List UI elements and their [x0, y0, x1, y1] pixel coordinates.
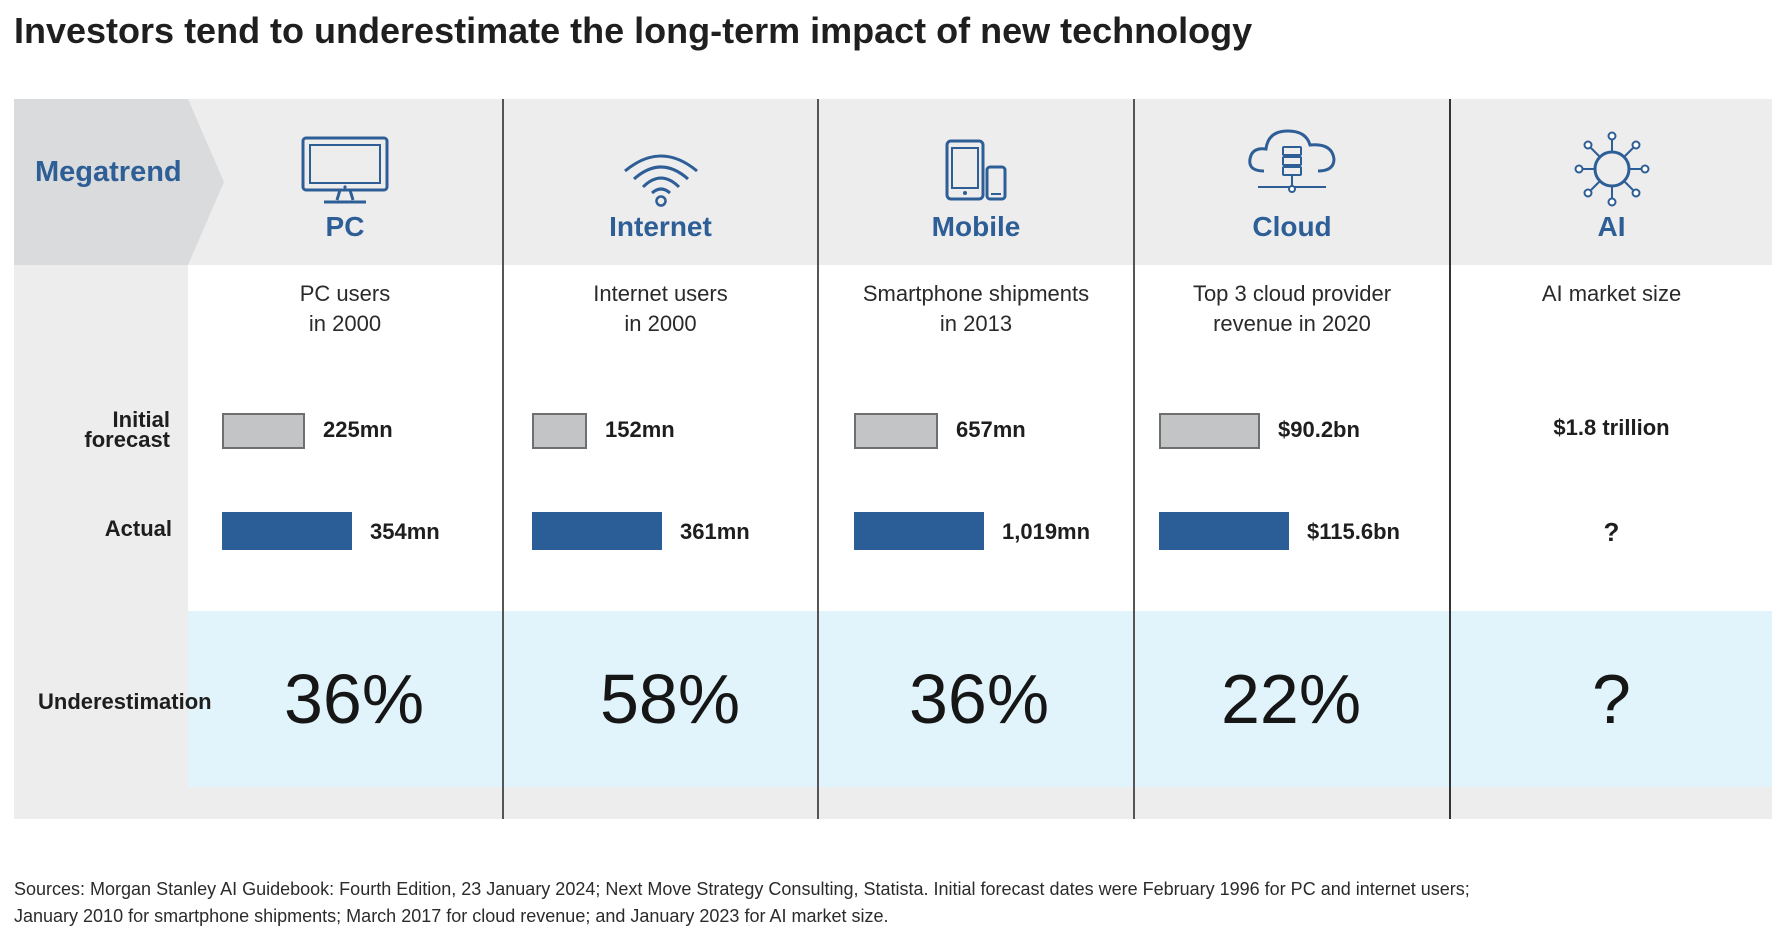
metric-line1: AI market size: [1541, 281, 1682, 306]
actual-label: Actual: [104, 516, 172, 541]
chart-title: Investors tend to underestimate the long…: [14, 10, 1253, 51]
actual-bar: [532, 512, 662, 550]
initial-forecast-label: Initial forecast: [44, 407, 170, 452]
initial-forecast-value: 152mn: [605, 417, 675, 442]
actual-value: ?: [1603, 517, 1620, 547]
underestimation-value: ?: [1592, 660, 1631, 738]
metric-line2: revenue in 2020: [1213, 311, 1371, 336]
megatrend-label: Megatrend: [35, 156, 182, 188]
megatrend-arrow: [14, 99, 224, 265]
underestimation-value: 36%: [909, 660, 1050, 738]
sources-line2: January 2010 for smartphone shipments; M…: [14, 906, 889, 926]
metric-line1: PC users: [299, 281, 391, 306]
initial-forecast-bar: [854, 413, 938, 449]
metric-line1: Top 3 cloud provider: [1192, 281, 1392, 306]
metric-label: Internet users in 2000: [504, 279, 817, 339]
column-title: Mobile: [931, 211, 1021, 242]
column-internet: Internet Internet users in 2000 152mn 36…: [504, 99, 817, 819]
actual-value: 354mn: [370, 519, 440, 544]
column-divider: [1449, 99, 1451, 819]
metric-label: PC users in 2000: [188, 279, 502, 339]
header-band: [14, 99, 1772, 265]
cloud-server-icon: [1248, 129, 1336, 193]
column-ai: AI AI market size $1.8 trillion ? ?: [1451, 99, 1772, 819]
metric-label: AI market size: [1451, 279, 1772, 309]
wifi-icon: [623, 154, 698, 207]
underestimation-value: 22%: [1221, 660, 1362, 738]
initial-forecast-value: 657mn: [956, 417, 1026, 442]
metric-label: Smartphone shipments in 2013: [819, 279, 1133, 339]
underestimation-band: [14, 611, 1772, 787]
underestimation-value: 58%: [600, 660, 741, 738]
initial-forecast-value: $1.8 trillion: [1553, 415, 1670, 440]
initial-forecast-line1: Initial: [112, 407, 170, 432]
mobile-devices-icon: [945, 139, 1007, 201]
actual-bar: [1159, 512, 1289, 550]
actual-value: 1,019mn: [1002, 519, 1091, 544]
ai-network-icon: [1574, 131, 1649, 207]
sources-note: Sources: Morgan Stanley AI Guidebook: Fo…: [14, 876, 1754, 930]
column-pc: PC PC users in 2000 225mn 354mn 36%: [188, 99, 502, 819]
column-divider: [502, 99, 504, 819]
initial-forecast-bar: [1159, 413, 1260, 449]
actual-value: 361mn: [680, 519, 750, 544]
initial-forecast-line2: forecast: [84, 427, 170, 452]
column-divider: [1133, 99, 1135, 819]
metric-line1: Internet users: [593, 281, 728, 306]
column-title: Cloud: [1252, 211, 1332, 242]
actual-value: $115.6bn: [1307, 519, 1400, 544]
actual-bar: [222, 512, 352, 550]
column-cloud: Cloud Top 3 cloud provider revenue in 20…: [1135, 99, 1449, 819]
initial-forecast-bar: [532, 413, 587, 449]
metric-line1: Smartphone shipments: [862, 281, 1090, 306]
sources-line1: Sources: Morgan Stanley AI Guidebook: Fo…: [14, 879, 1470, 899]
initial-forecast-value: $90.2bn: [1278, 417, 1360, 442]
column-title: Internet: [609, 211, 712, 242]
metric-line2: in 2000: [624, 311, 697, 336]
column-divider: [817, 99, 819, 819]
monitor-icon: [301, 136, 389, 204]
metric-line2: in 2000: [308, 311, 382, 336]
metric-label: Top 3 cloud provider revenue in 2020: [1135, 279, 1449, 339]
column-title: PC: [325, 211, 365, 242]
column-title: AI: [1597, 211, 1626, 242]
footer-band: [14, 787, 1772, 819]
actual-bar: [854, 512, 984, 550]
initial-forecast-bar: [222, 413, 305, 449]
chart-stage: Megatrend Initial forecast Actual Undere…: [14, 99, 1772, 819]
initial-forecast-value: 225mn: [323, 417, 393, 442]
metric-line2: in 2013: [939, 311, 1013, 336]
column-mobile: Mobile Smartphone shipments in 2013 657m…: [819, 99, 1133, 819]
underestimation-value: 36%: [284, 660, 425, 738]
underestimation-label: Underestimation: [38, 689, 212, 714]
